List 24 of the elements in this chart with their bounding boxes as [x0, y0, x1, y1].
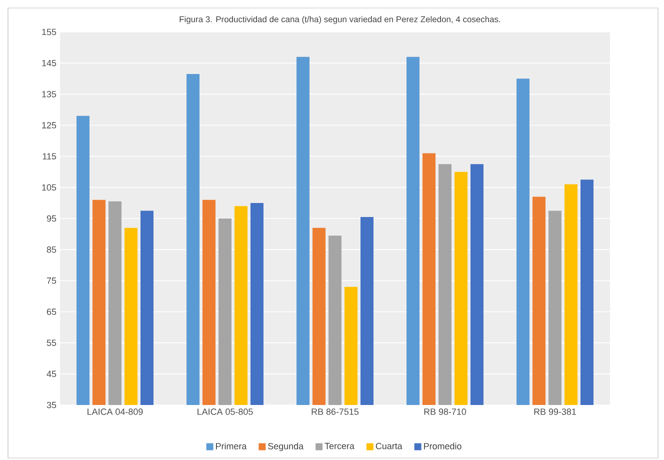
y-tick-label: 55	[46, 340, 56, 346]
y-tick-label: 75	[46, 278, 56, 284]
y-tick-label: 45	[46, 370, 56, 378]
x-tick-label: RB 99-381	[534, 408, 576, 415]
x-tick-label: RB 86-7515	[312, 408, 359, 415]
legend-label: Promedio	[424, 442, 462, 450]
legend-label: Segunda	[268, 442, 304, 452]
legend-label: Tercera	[324, 442, 354, 450]
x-tick-label: LAICA 05-805	[198, 408, 253, 415]
y-tick-label: 105	[42, 184, 56, 191]
y-tick-label: 95	[46, 215, 56, 222]
y-tick-label: 125	[42, 122, 56, 128]
y-tick-label: 135	[42, 90, 56, 98]
legend-label: Primera	[216, 442, 247, 450]
legend-label: Cuarta	[376, 442, 402, 450]
y-tick-label: 35	[46, 402, 56, 408]
x-tick-label: LAICA 04-809	[88, 408, 143, 415]
y-tick-label: 65	[46, 308, 56, 315]
y-tick-label: 85	[46, 246, 56, 253]
y-tick-label: 115	[42, 153, 56, 160]
x-tick-label: RB 98-710	[424, 408, 466, 415]
chart-title: Figura 3. Productividad de cana (t/ha) segun variedad en Perez Zeledon, 4 cosechas.	[180, 16, 500, 24]
y-tick-label: 145	[42, 60, 56, 66]
y-tick-label: 155	[42, 28, 56, 36]
